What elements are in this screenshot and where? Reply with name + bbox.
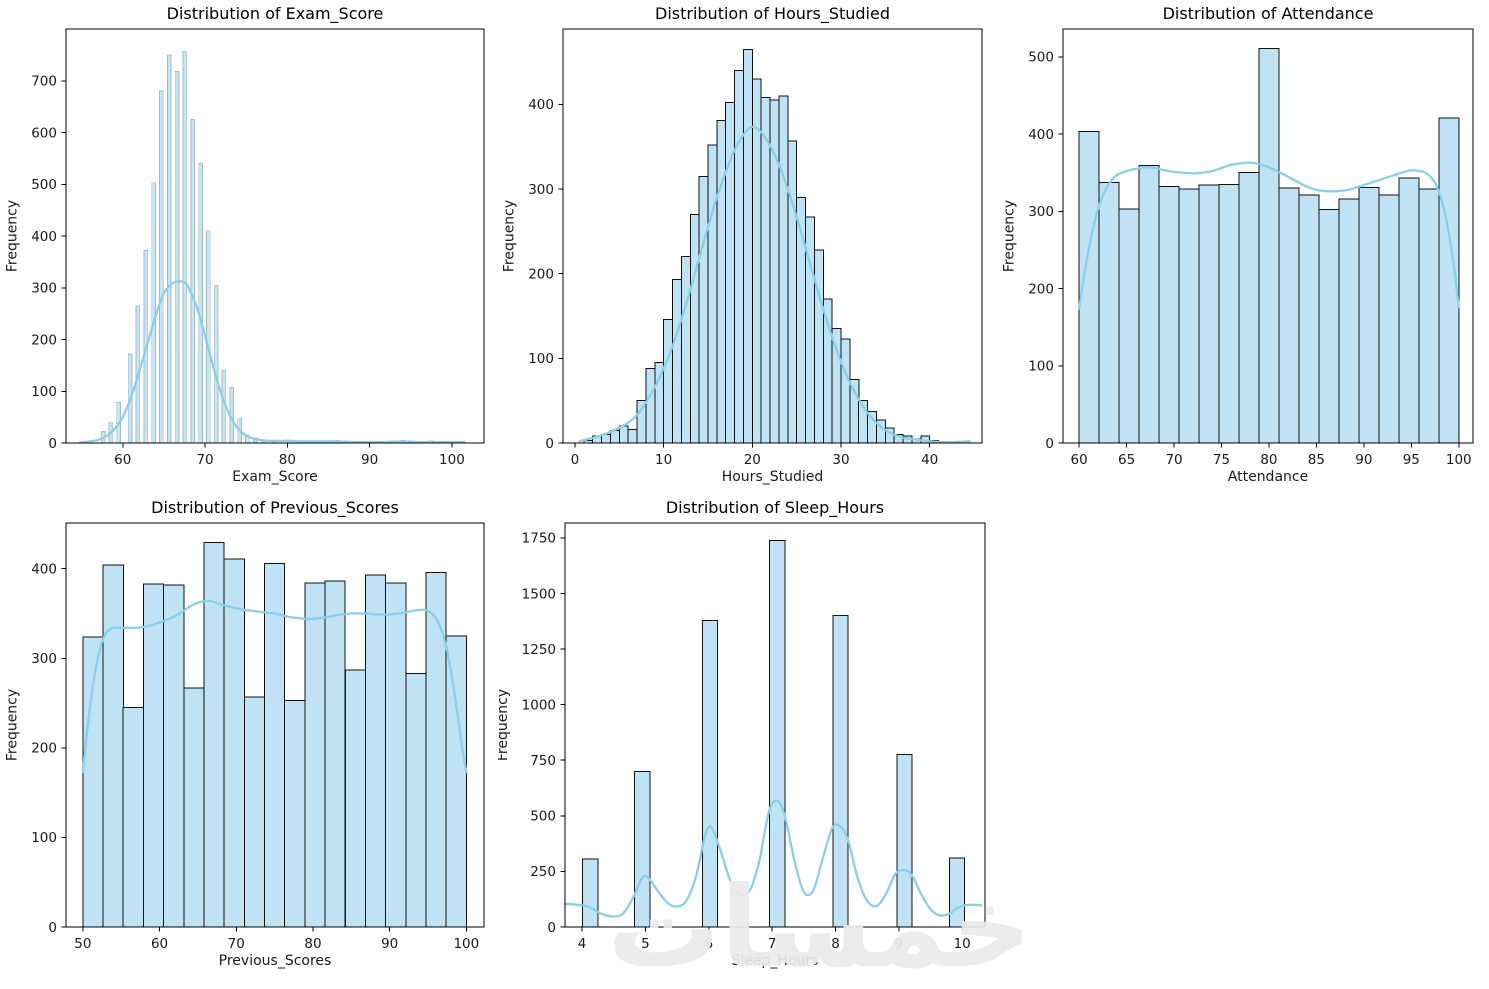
svg-text:100: 100 xyxy=(1446,452,1472,468)
svg-text:Sleep_Hours: Sleep_Hours xyxy=(732,953,819,969)
svg-text:Distribution of Attendance: Distribution of Attendance xyxy=(1163,4,1374,23)
svg-text:70: 70 xyxy=(228,936,245,952)
svg-text:200: 200 xyxy=(528,266,554,282)
svg-text:Distribution of Previous_Score: Distribution of Previous_Scores xyxy=(151,498,399,518)
svg-text:20: 20 xyxy=(744,452,761,468)
svg-text:250: 250 xyxy=(530,864,556,880)
svg-text:500: 500 xyxy=(530,809,556,825)
sleep-hours-chart-canvas: 4 5 6 7 8 9 10 0 250 500 750 1000 1250 1500 1750 Distri… xyxy=(498,498,986,969)
svg-text:100: 100 xyxy=(528,351,554,367)
previous-scores-chart-canvas: 50 60 70 80 90 100 0 100 200 300 400 Distribution o… xyxy=(5,498,485,969)
svg-text:8: 8 xyxy=(831,936,840,952)
svg-text:40: 40 xyxy=(921,452,938,468)
svg-text:0: 0 xyxy=(48,920,57,936)
svg-text:0: 0 xyxy=(1045,436,1054,452)
svg-text:10: 10 xyxy=(655,452,672,468)
svg-text:60: 60 xyxy=(1071,452,1088,468)
svg-text:500: 500 xyxy=(31,177,57,193)
svg-text:0: 0 xyxy=(571,452,580,468)
svg-text:0: 0 xyxy=(48,436,57,452)
svg-text:500: 500 xyxy=(1028,50,1054,66)
svg-text:200: 200 xyxy=(1028,281,1054,297)
svg-text:400: 400 xyxy=(31,561,57,577)
svg-text:65: 65 xyxy=(1118,452,1135,468)
svg-text:1750: 1750 xyxy=(522,531,556,547)
svg-text:200: 200 xyxy=(31,741,57,757)
svg-text:6: 6 xyxy=(705,936,714,952)
svg-text:70: 70 xyxy=(1165,452,1182,468)
svg-text:100: 100 xyxy=(31,830,57,846)
svg-text:5: 5 xyxy=(641,936,650,952)
svg-text:Attendance: Attendance xyxy=(1228,469,1308,485)
svg-text:400: 400 xyxy=(528,97,554,113)
svg-text:0: 0 xyxy=(545,436,554,452)
histogram-attendance: 60 65 70 75 80 85 90 95 100 0 100 200 300 400 500 Distr… xyxy=(995,0,1489,495)
svg-text:Frequency: Frequency xyxy=(5,200,21,272)
svg-text:Frequency: Frequency xyxy=(5,689,21,761)
svg-text:Distribution of Hours_Studied: Distribution of Hours_Studied xyxy=(655,4,890,24)
svg-text:60: 60 xyxy=(114,452,131,468)
svg-text:4: 4 xyxy=(578,936,587,952)
svg-text:100: 100 xyxy=(453,936,479,952)
histogram-sleep-hours: 4 5 6 7 8 9 10 0 250 500 750 1000 1250 1500 1750 Distri… xyxy=(498,495,995,989)
svg-text:Frequency: Frequency xyxy=(502,200,518,272)
svg-text:200: 200 xyxy=(31,332,57,348)
svg-text:Distribution of Sleep_Hours: Distribution of Sleep_Hours xyxy=(666,498,884,518)
svg-text:90: 90 xyxy=(361,452,378,468)
watermark-khamsat-logo: خمسات xyxy=(607,863,1032,989)
svg-text:400: 400 xyxy=(31,229,57,245)
svg-text:80: 80 xyxy=(1260,452,1277,468)
svg-text:50: 50 xyxy=(74,936,91,952)
svg-text:9: 9 xyxy=(895,936,904,952)
svg-text:300: 300 xyxy=(1028,204,1054,220)
svg-text:300: 300 xyxy=(528,182,554,198)
svg-text:600: 600 xyxy=(31,125,57,141)
histogram-hours-studied: 0 10 20 30 40 0 100 200 300 400 Distribution of Ho… xyxy=(498,0,995,495)
svg-text:1250: 1250 xyxy=(522,642,556,658)
svg-text:1000: 1000 xyxy=(522,697,556,713)
svg-text:60: 60 xyxy=(151,936,168,952)
svg-text:Previous_Scores: Previous_Scores xyxy=(219,953,332,969)
svg-text:Distribution of Exam_Score: Distribution of Exam_Score xyxy=(167,4,384,24)
svg-text:90: 90 xyxy=(381,936,398,952)
svg-text:Exam_Score: Exam_Score xyxy=(232,469,318,485)
svg-text:7: 7 xyxy=(768,936,777,952)
svg-text:Frequency: Frequency xyxy=(498,689,511,761)
svg-text:1500: 1500 xyxy=(522,586,556,602)
exam-score-chart-canvas: 60 70 80 90 100 0 100 200 300 400 500 600 700 Distrib… xyxy=(5,4,485,485)
svg-text:95: 95 xyxy=(1403,452,1420,468)
attendance-chart-canvas: 60 65 70 75 80 85 90 95 100 0 100 200 300 400 500 Distr… xyxy=(1002,4,1474,485)
svg-text:80: 80 xyxy=(304,936,321,952)
svg-text:300: 300 xyxy=(31,281,57,297)
svg-text:85: 85 xyxy=(1308,452,1325,468)
svg-text:100: 100 xyxy=(31,384,57,400)
svg-text:Frequency: Frequency xyxy=(1002,200,1018,272)
svg-text:400: 400 xyxy=(1028,127,1054,143)
svg-text:70: 70 xyxy=(196,452,213,468)
svg-text:100: 100 xyxy=(439,452,465,468)
svg-text:300: 300 xyxy=(31,651,57,667)
histogram-exam-score: 60 70 80 90 100 0 100 200 300 400 500 600 700 Distrib… xyxy=(0,0,500,495)
svg-text:750: 750 xyxy=(530,753,556,769)
svg-text:10: 10 xyxy=(954,936,971,952)
svg-text:0: 0 xyxy=(547,920,556,936)
svg-text:100: 100 xyxy=(1028,359,1054,375)
svg-text:75: 75 xyxy=(1213,452,1230,468)
svg-text:90: 90 xyxy=(1355,452,1372,468)
svg-text:Hours_Studied: Hours_Studied xyxy=(722,469,824,485)
svg-text:30: 30 xyxy=(832,452,849,468)
svg-text:700: 700 xyxy=(31,74,57,90)
svg-text:80: 80 xyxy=(279,452,296,468)
histogram-previous-scores: 50 60 70 80 90 100 0 100 200 300 400 Distribution o… xyxy=(0,495,500,989)
